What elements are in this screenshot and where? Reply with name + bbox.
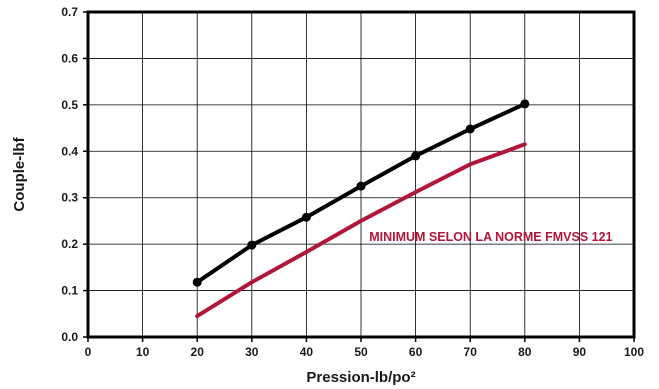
x-tick-label: 50 <box>354 345 368 359</box>
torque-data-point <box>411 151 420 160</box>
y-tick-label: 0.0 <box>61 330 78 344</box>
y-tick-label: 0.3 <box>61 191 78 205</box>
x-tick-label: 90 <box>573 345 587 359</box>
fmvss-minimum-annotation: MINIMUM SELON LA NORME FMVSS 121 <box>369 230 612 244</box>
x-tick-label: 0 <box>85 345 92 359</box>
x-axis-title: Pression-lb/po² <box>306 369 415 386</box>
x-tick-label: 70 <box>464 345 478 359</box>
y-tick-label: 0.5 <box>61 98 78 112</box>
torque-data-point <box>193 278 202 287</box>
x-tick-label: 80 <box>518 345 532 359</box>
x-tick-label: 10 <box>136 345 150 359</box>
y-tick-label: 0.6 <box>61 51 78 65</box>
torque-data-point <box>466 125 475 134</box>
torque-data-point <box>302 213 311 222</box>
torque-data-point <box>357 182 366 191</box>
x-tick-label: 30 <box>245 345 259 359</box>
x-tick-label: 20 <box>191 345 205 359</box>
x-tick-label: 100 <box>624 345 644 359</box>
x-tick-label: 40 <box>300 345 314 359</box>
y-tick-label: 0.4 <box>61 144 78 158</box>
y-tick-label: 0.7 <box>61 5 78 19</box>
torque-data-point <box>247 241 256 250</box>
y-tick-label: 0.2 <box>61 237 78 251</box>
y-axis-title: Couple-lbf <box>11 136 28 211</box>
torque-data-point <box>520 99 529 108</box>
y-tick-label: 0.1 <box>61 284 78 298</box>
x-tick-label: 60 <box>409 345 423 359</box>
